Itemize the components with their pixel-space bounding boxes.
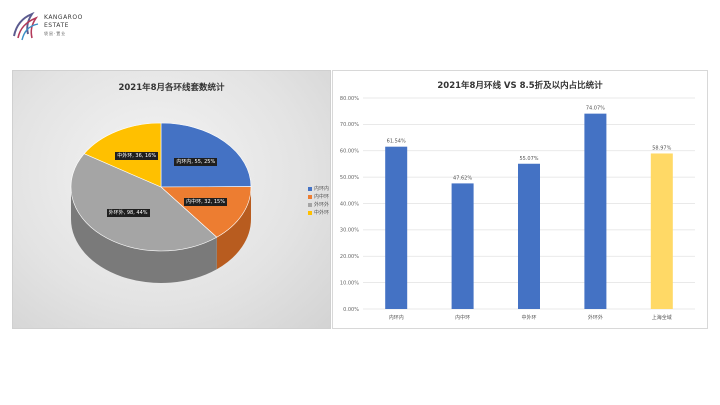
pie-sides xyxy=(71,187,251,283)
y-tick-label: 40.00% xyxy=(340,201,359,207)
bar-chart-title: 2021年8月环线 VS 8.5折及以内占比统计 xyxy=(437,81,603,91)
pie-data-label: 内环内, 55, 25% xyxy=(174,158,218,167)
legend-item: 外环外 xyxy=(308,201,329,209)
x-tick-label: 内中环 xyxy=(455,314,470,321)
x-tick-label: 外环外 xyxy=(588,314,603,321)
brand-text: KANGAROO ESTATE 袋鼠·置业 xyxy=(44,14,83,38)
legend-item: 内中环 xyxy=(308,193,329,201)
bar-内中环 xyxy=(451,183,474,309)
legend-swatch xyxy=(308,187,312,191)
pie-chart-panel: 2021年8月各环线套数统计 内环内, 55, 25% 内中环, 32, 15% 外… xyxy=(12,70,331,329)
legend-label: 中外环 xyxy=(314,210,330,216)
bar-value-label: 74.07% xyxy=(586,106,605,112)
bar-value-label: 61.54% xyxy=(387,139,406,145)
y-tick-label: 80.00% xyxy=(340,96,359,102)
pie-side-1 xyxy=(216,187,251,270)
pie-slice-内中环 xyxy=(160,186,252,238)
pie-data-label: 内中环, 32, 15% xyxy=(184,198,227,207)
y-tick-label: 60.00% xyxy=(340,149,359,155)
legend-label: 外环外 xyxy=(314,202,330,208)
pie-data-label: 外环外, 98, 44% xyxy=(106,209,150,218)
legend-label: 内环内 xyxy=(314,186,330,192)
pie-top xyxy=(70,122,252,252)
pie-slice-外环外 xyxy=(70,153,218,252)
pie-side-2 xyxy=(71,187,217,283)
y-tick-label: 10.00% xyxy=(340,280,359,286)
y-tick-label: 20.00% xyxy=(340,254,359,260)
bars: 61.54% 内环内 47.62% 内中环 55.07% 中外环 74.07% 外环外 58.9… xyxy=(385,106,673,321)
bar-中外环 xyxy=(518,163,540,309)
bar-chart: 0.00% 10.00% 20.00% 30.00% 40.00% 50.00% 60.00… xyxy=(340,96,695,321)
y-tick-label: 70.00% xyxy=(340,122,359,128)
pie-data-label: 中外环, 36, 16% xyxy=(115,152,159,161)
legend-swatch xyxy=(308,203,312,207)
brand-name-2: ESTATE xyxy=(44,22,69,29)
x-tick-label: 上海全域 xyxy=(652,314,672,321)
legend-item: 内环内 xyxy=(308,185,329,193)
y-tick-label: 0.00% xyxy=(343,307,359,313)
legend-swatch xyxy=(308,211,312,215)
pie-chart-title: 2021年8月各环线套数统计 xyxy=(118,83,225,93)
pie-legend: 内环内内中环外环外中外环 xyxy=(308,185,329,217)
brand-logo: KANGAROO ESTATE 袋鼠·置业 xyxy=(8,4,118,44)
kangaroo-logo-icon xyxy=(13,11,39,41)
bar-value-label: 47.62% xyxy=(453,175,472,181)
legend-item: 中外环 xyxy=(308,209,329,217)
y-tick-label: 50.00% xyxy=(340,175,359,181)
x-tick-label: 中外环 xyxy=(521,314,536,321)
pie-chart xyxy=(70,122,252,283)
x-tick-label: 内环内 xyxy=(389,314,404,321)
legend-label: 内中环 xyxy=(314,194,330,200)
bar-value-label: 58.97% xyxy=(652,145,671,151)
bar-上海全域 xyxy=(650,153,673,309)
bar-内环内 xyxy=(385,146,408,309)
bar-外环外 xyxy=(584,113,607,309)
bar-value-label: 55.07% xyxy=(519,156,538,162)
legend-swatch xyxy=(308,195,312,199)
pie-slice-内环内 xyxy=(160,122,252,188)
bar-chart-panel: 2021年8月环线 VS 8.5折及以内占比统计 0.00% 10.00% 20.0… xyxy=(332,70,708,329)
brand-subtitle: 袋鼠·置业 xyxy=(44,31,67,36)
brand-name: KANGAROO xyxy=(44,14,83,21)
y-tick-label: 30.00% xyxy=(340,228,359,234)
